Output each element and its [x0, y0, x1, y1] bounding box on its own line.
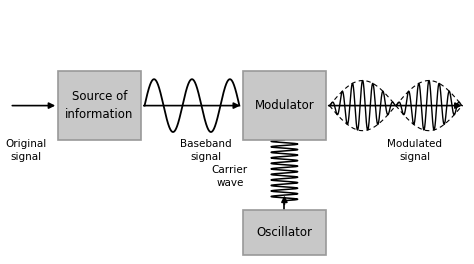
Text: Baseband
signal: Baseband signal — [181, 139, 232, 162]
Text: Oscillator: Oscillator — [256, 226, 312, 239]
FancyBboxPatch shape — [58, 71, 141, 140]
Text: Carrier
wave: Carrier wave — [212, 165, 248, 188]
Text: Source of
information: Source of information — [65, 90, 134, 121]
FancyBboxPatch shape — [243, 71, 326, 140]
Text: Original
signal: Original signal — [5, 139, 47, 162]
FancyBboxPatch shape — [243, 210, 326, 255]
Text: Modulator: Modulator — [255, 99, 314, 112]
Text: Modulated
signal: Modulated signal — [387, 139, 442, 162]
